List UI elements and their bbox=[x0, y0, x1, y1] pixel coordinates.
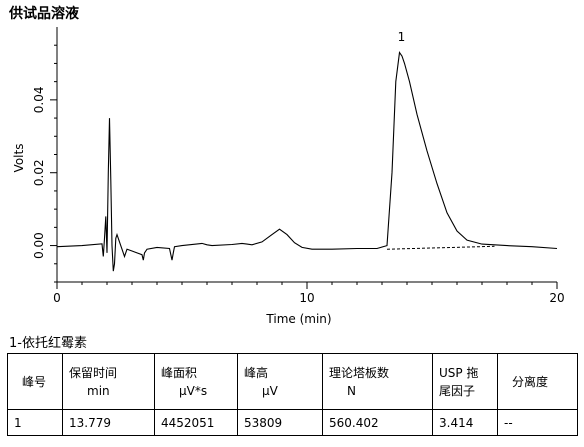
table-body: 1 13.779 4452051 53809 560.402 3.414 -- bbox=[7, 409, 578, 436]
chromatogram-chart: 0 10 20 0.00 0.02 0.04 1 Time (min) Volts bbox=[12, 27, 565, 326]
table-cell: 1 bbox=[7, 409, 63, 436]
sample-title: 供试品溶液 bbox=[9, 6, 79, 22]
table-cell: 13.779 bbox=[62, 409, 155, 436]
header-line: 分离度 bbox=[512, 374, 549, 389]
integration-baseline bbox=[386, 245, 495, 250]
header-line: 保留时间 bbox=[69, 365, 118, 380]
header-line: μV*s bbox=[179, 383, 208, 398]
header-line: 峰面积 bbox=[161, 365, 198, 380]
peak-labels: 1 bbox=[398, 30, 406, 44]
x-tick-label: 10 bbox=[299, 291, 314, 305]
table-cell: 560.402 bbox=[322, 409, 433, 436]
table-cell: 4452051 bbox=[154, 409, 238, 436]
header-line: μV bbox=[262, 383, 278, 398]
header-cell: 保留时间 min bbox=[62, 353, 155, 410]
signal-trace bbox=[56, 51, 558, 272]
x-tick-label: 0 bbox=[53, 291, 61, 305]
table-cell: 3.414 bbox=[432, 409, 498, 436]
header-line: min bbox=[87, 383, 110, 398]
table-cell: -- bbox=[497, 409, 578, 436]
header-line: 尾因子 bbox=[439, 383, 476, 398]
header-cell: 分离度 bbox=[497, 353, 578, 410]
x-tick-label: 20 bbox=[549, 291, 564, 305]
header-cell: 峰面积 μV*s bbox=[154, 353, 238, 410]
y-tick-label: 0.02 bbox=[32, 159, 46, 186]
header-line: USP 拖 bbox=[439, 365, 479, 380]
header-line: N bbox=[347, 383, 356, 398]
header-cell: USP 拖尾因子 bbox=[432, 353, 498, 410]
header-cell: 峰号 bbox=[7, 353, 63, 410]
header-cell: 峰高 μV bbox=[237, 353, 323, 410]
x-axis-label: Time (min) bbox=[265, 312, 331, 326]
table-row: 1 13.779 4452051 53809 560.402 3.414 -- bbox=[7, 409, 578, 436]
header-line: 峰号 bbox=[22, 374, 47, 389]
peak-table-title: 1-依托红霉素 bbox=[9, 336, 87, 351]
chart-ticks: 0 10 20 0.00 0.02 0.04 bbox=[32, 44, 565, 305]
table-cell: 53809 bbox=[237, 409, 323, 436]
y-tick-label: 0.04 bbox=[32, 86, 46, 113]
y-axis-label: Volts bbox=[12, 144, 26, 173]
header-line: 理论塔板数 bbox=[329, 365, 390, 380]
table-header-row: 峰号 保留时间 min 峰面积 μV*s 峰高 μV 理论塔板数 N USP 拖尾因子 分离度 bbox=[7, 353, 578, 410]
header-line: 峰高 bbox=[244, 365, 269, 380]
peak-label: 1 bbox=[398, 30, 406, 44]
header-cell: 理论塔板数 N bbox=[322, 353, 433, 410]
y-tick-label: 0.00 bbox=[32, 232, 46, 259]
